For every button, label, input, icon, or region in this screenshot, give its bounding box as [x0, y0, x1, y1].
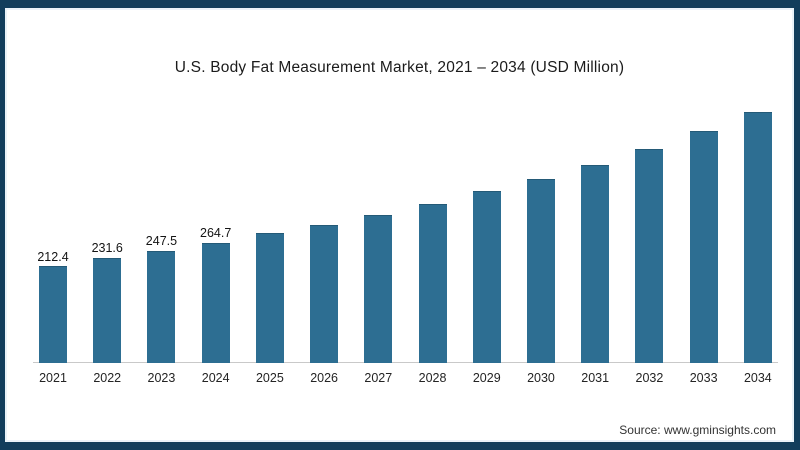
- bar-value-label: 247.5: [145, 234, 178, 249]
- bar-column: 2032: [633, 146, 665, 386]
- bar: [472, 191, 501, 363]
- bar-value-label: 212.4: [37, 249, 69, 264]
- bar-column: 2034: [742, 109, 774, 386]
- bar-column: 2031: [579, 162, 611, 386]
- source-text: Source: www.gminsights.com: [619, 423, 776, 437]
- bar: [581, 164, 610, 363]
- bar-column: 2029: [471, 188, 503, 386]
- bar: [147, 250, 176, 363]
- bar: [743, 111, 772, 363]
- x-axis-label: 2027: [364, 371, 393, 385]
- bar-column: 2025: [254, 230, 286, 386]
- x-axis-label: 2022: [93, 371, 122, 385]
- x-axis-label: 2034: [743, 371, 772, 385]
- bar: [310, 224, 339, 363]
- x-axis-line: [33, 362, 778, 363]
- x-axis-label: 2031: [581, 371, 610, 385]
- x-axis-label: 2029: [472, 371, 501, 385]
- bar-columns: 212.4 2021 231.6 2022 247.5 2023 264.7 2024 2025…: [37, 100, 774, 386]
- bar-column: 212.4 2021: [37, 251, 69, 386]
- bar-column: 2027: [362, 212, 394, 386]
- bar-column: 247.5 2023: [145, 235, 177, 386]
- x-axis-label: 2028: [418, 371, 447, 385]
- x-axis-label: 2033: [689, 371, 718, 385]
- bar: [689, 130, 718, 363]
- bar-value-label: 231.6: [91, 241, 123, 256]
- x-axis-label: 2023: [147, 371, 176, 385]
- bar-column: 2033: [688, 128, 720, 386]
- bar: [39, 266, 67, 363]
- x-axis-label: 2026: [310, 371, 338, 385]
- x-axis-label: 2030: [527, 371, 555, 385]
- bar-column: 231.6 2022: [91, 242, 123, 386]
- bar-value-label: 264.7: [200, 226, 232, 241]
- bar: [255, 233, 284, 363]
- bar: [364, 214, 393, 363]
- bar: [93, 257, 122, 363]
- x-axis-label: 2021: [39, 371, 67, 385]
- bar-column: 2028: [417, 201, 449, 386]
- chart-canvas: U.S. Body Fat Measurement Market, 2021 –…: [5, 8, 794, 442]
- x-axis-label: 2024: [201, 371, 230, 385]
- bar: [526, 178, 555, 363]
- chart-title: U.S. Body Fat Measurement Market, 2021 –…: [174, 59, 625, 76]
- plot-area: 212.4 2021 231.6 2022 247.5 2023 264.7 2024 2025…: [33, 100, 778, 386]
- bar-column: 2026: [308, 222, 340, 386]
- x-axis-label: 2025: [255, 371, 284, 385]
- bar: [201, 242, 230, 363]
- bar-column: 264.7 2024: [200, 227, 232, 386]
- bar-column: 2030: [525, 176, 557, 386]
- bar: [418, 204, 447, 363]
- bar: [635, 149, 664, 363]
- x-axis-label: 2032: [635, 371, 664, 385]
